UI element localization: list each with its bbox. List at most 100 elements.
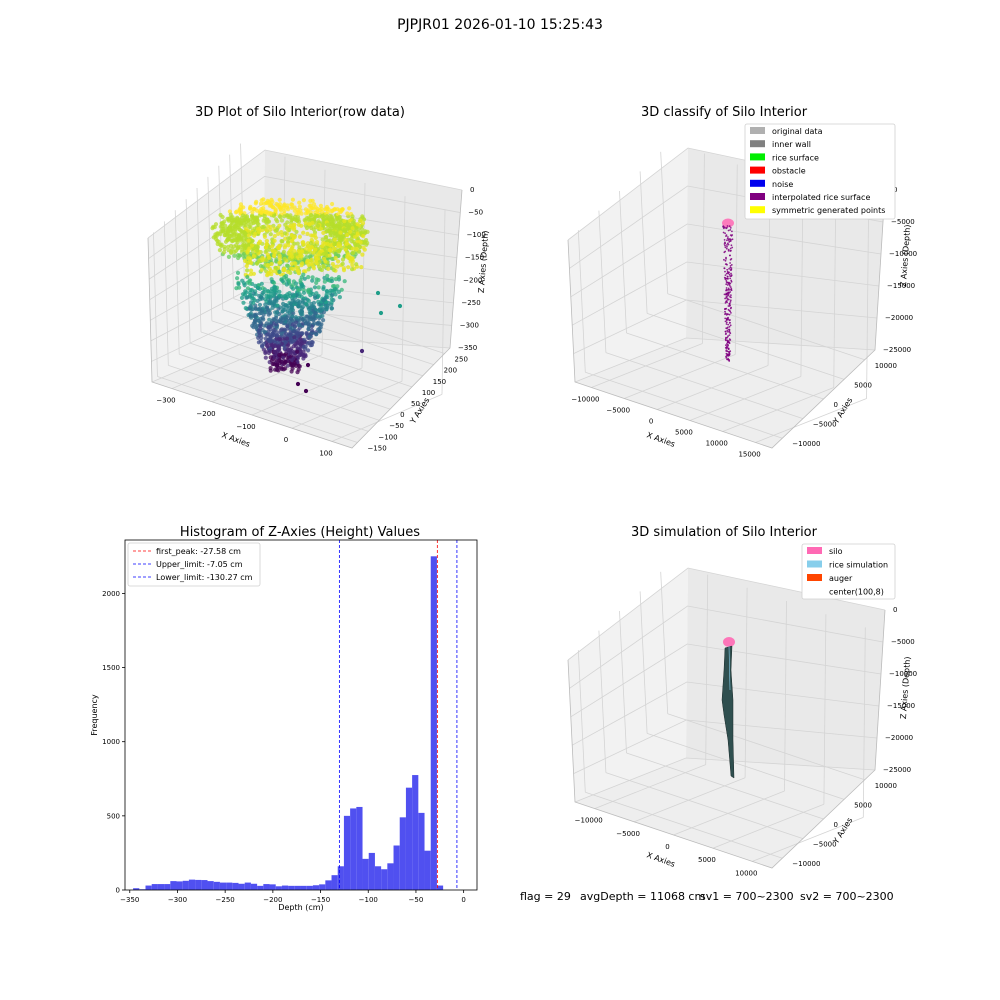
histogram-bar <box>164 884 171 890</box>
raw-point <box>264 238 269 243</box>
classify-ygrid <box>667 293 865 361</box>
raw-pane-left <box>148 150 265 382</box>
raw-point <box>361 234 366 239</box>
raw-point <box>265 252 270 257</box>
histogram-bar <box>275 886 282 890</box>
raw-point <box>336 249 341 254</box>
raw-point <box>266 224 271 229</box>
raw-point <box>307 203 312 208</box>
raw-point <box>255 221 260 226</box>
histogram-bar <box>269 884 276 890</box>
raw-point <box>251 300 256 306</box>
raw-point <box>313 311 318 316</box>
figure-title: PJPJR01 2026-01-10 15:25:43 <box>397 17 603 33</box>
raw-point <box>311 300 317 305</box>
classify-point <box>726 326 729 329</box>
raw-point <box>289 340 294 345</box>
raw-point <box>329 297 334 302</box>
raw-point <box>264 248 269 253</box>
raw-point <box>245 216 250 221</box>
classify-legend-swatch <box>750 127 765 134</box>
raw-ytick: 150 <box>433 378 446 386</box>
histogram-xtick: −50 <box>409 896 424 904</box>
simulation-xgrid-back <box>705 574 709 765</box>
raw-point <box>282 214 287 219</box>
classify-ygrid <box>605 352 804 419</box>
classify-point <box>729 310 732 313</box>
raw-point <box>304 302 309 307</box>
raw-point <box>350 226 355 231</box>
raw-point <box>229 250 234 255</box>
raw-ygrid-left <box>163 221 169 366</box>
raw-point <box>336 221 341 226</box>
raw-point <box>237 208 242 213</box>
raw-point <box>294 265 299 270</box>
raw-point <box>238 202 243 207</box>
raw-point <box>257 330 262 335</box>
raw-point <box>313 294 318 299</box>
histogram-legend: first_peak: -27.58 cm Upper_limit: -7.05 … <box>133 547 253 582</box>
classify-point <box>724 302 727 304</box>
simulation-panel: 3D simulation of Silo Interior 0 −5000 −10… <box>567 525 917 877</box>
raw-point <box>291 356 296 361</box>
simulation-ygrid <box>626 752 824 820</box>
raw-point <box>306 287 311 292</box>
raw-point <box>296 217 301 222</box>
classify-legend: original data inner wall rice surface obsta… <box>750 127 885 215</box>
raw-ygrid <box>168 364 369 432</box>
classify-point <box>727 288 730 291</box>
raw-point <box>301 198 306 203</box>
classify-xgrid-back <box>734 164 738 355</box>
raw-point <box>336 289 341 294</box>
raw-point <box>314 257 319 262</box>
classify-point <box>727 358 730 361</box>
raw-point <box>295 268 300 273</box>
raw-point <box>308 311 313 316</box>
raw-ytick: 0 <box>400 411 404 419</box>
raw-ztick: −350 <box>458 344 477 352</box>
raw-point <box>313 235 318 240</box>
raw-point <box>355 232 360 237</box>
raw-point <box>330 284 336 289</box>
raw-point <box>315 213 320 219</box>
raw-point <box>292 205 297 210</box>
classify-point <box>725 227 728 230</box>
histogram-bar <box>232 882 239 890</box>
raw-point <box>272 289 277 294</box>
classify-point <box>725 350 728 352</box>
classify-point <box>724 278 727 281</box>
raw-point <box>220 221 226 226</box>
raw-point <box>246 233 251 238</box>
raw-point <box>261 201 266 206</box>
raw-point <box>308 306 313 311</box>
histogram-xlabel: Depth (cm) <box>278 903 323 912</box>
raw-xtick: 100 <box>319 449 332 457</box>
raw-point <box>335 264 340 269</box>
raw-point <box>258 297 263 302</box>
simulation-ztick: 0 <box>893 606 897 614</box>
classify-point <box>727 236 729 238</box>
simulation-zgrid <box>569 605 884 689</box>
simulation-ytick: 10000 <box>875 782 897 790</box>
raw-point <box>245 250 250 255</box>
raw-point <box>306 348 311 353</box>
raw-point <box>259 267 264 272</box>
histogram-bar <box>393 845 400 890</box>
raw-point <box>345 211 350 216</box>
raw-point <box>253 201 258 206</box>
classify-point <box>730 280 733 283</box>
raw-point <box>292 293 297 298</box>
raw-point <box>266 289 271 294</box>
classify-point <box>726 339 729 342</box>
classify-point <box>725 256 727 259</box>
raw-point <box>255 285 260 291</box>
raw-point <box>236 235 241 240</box>
raw-point <box>310 340 315 345</box>
raw-point <box>259 210 264 215</box>
histogram-xtick: −350 <box>120 896 139 904</box>
raw-point <box>264 332 269 337</box>
raw-point <box>337 208 342 213</box>
raw-point <box>271 328 276 333</box>
raw-point <box>261 312 266 317</box>
raw-point <box>272 285 277 290</box>
